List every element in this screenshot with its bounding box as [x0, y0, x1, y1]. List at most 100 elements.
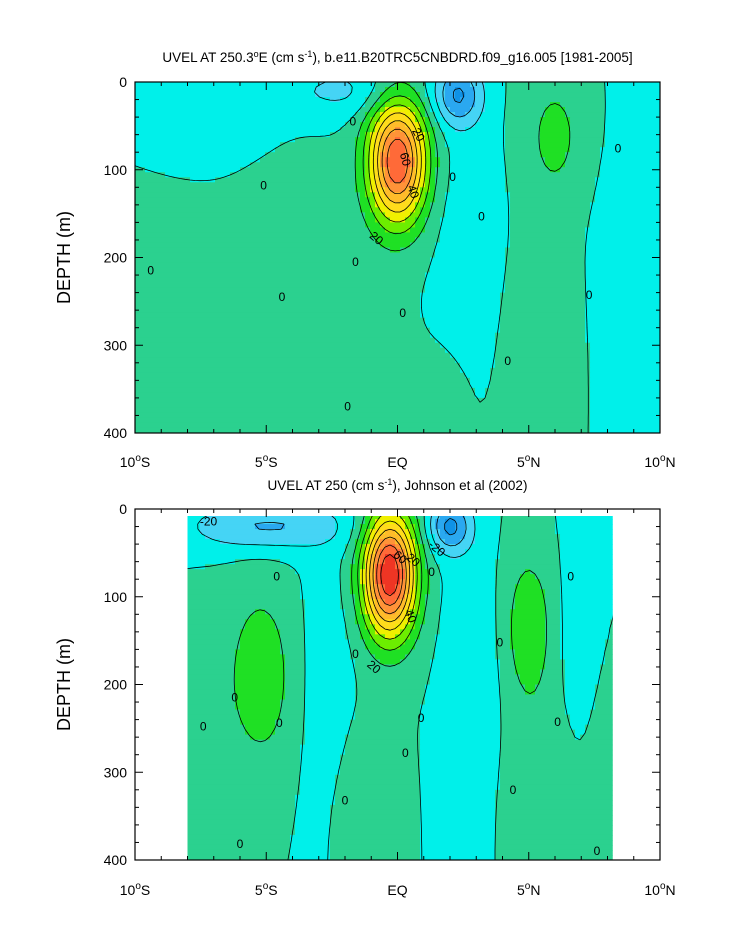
contour-cell [500, 122, 506, 128]
contour-cell [150, 207, 156, 213]
contour-cell [410, 308, 416, 314]
contour-cell [525, 122, 531, 128]
contour-cell [135, 172, 141, 178]
contour-cell [515, 102, 521, 108]
contour-cell [230, 137, 236, 143]
contour-cell [580, 137, 586, 143]
contour-cell [305, 92, 311, 98]
contour-cell [535, 152, 541, 158]
contour-cell [320, 207, 326, 213]
contour-cell [235, 137, 241, 143]
contour-cell [505, 252, 511, 258]
contour-cell [255, 202, 261, 208]
contour-cell [395, 142, 401, 148]
contour-cell [200, 157, 206, 163]
contour-cell [375, 268, 381, 274]
contour-cell [315, 293, 321, 299]
contour-cell [585, 187, 591, 193]
contour-cell [170, 247, 176, 253]
contour-cell [285, 288, 291, 294]
contour-cell [285, 162, 291, 168]
contour-cell [170, 303, 176, 309]
contour-cell [365, 258, 371, 264]
contour-cell [490, 162, 496, 168]
contour-cell [305, 117, 311, 123]
contour-cell [260, 132, 266, 138]
contour-cell [600, 303, 606, 309]
contour-cell [285, 167, 291, 173]
contour-cell [410, 263, 416, 269]
contour-cell [605, 308, 611, 314]
contour-cell [580, 227, 586, 233]
contour-cell [230, 217, 236, 223]
contour-cell [595, 197, 601, 203]
contour-cell [480, 232, 486, 238]
contour-cell [600, 313, 606, 319]
contour-cell [400, 298, 406, 304]
contour-cell [460, 207, 466, 213]
contour-cell [215, 298, 221, 304]
contour-cell [490, 202, 496, 208]
contour-cell [530, 182, 536, 188]
contour-cell [140, 172, 146, 178]
contour-cell [285, 217, 291, 223]
contour-cell [340, 207, 346, 213]
contour-cell [490, 137, 496, 143]
contour-cell [500, 97, 506, 103]
contour-cell [285, 263, 291, 269]
contour-cell [370, 152, 376, 158]
contour-cell [455, 192, 461, 198]
contour-cell [490, 107, 496, 113]
contour-cell [550, 263, 556, 269]
contour-cell [140, 273, 146, 279]
contour-cell [230, 127, 236, 133]
contour-cell [295, 192, 301, 198]
contour-cell [170, 167, 176, 173]
contour-cell [340, 102, 346, 108]
contour-cell [470, 117, 476, 123]
contour-cell [595, 237, 601, 243]
contour-cell [425, 258, 431, 264]
contour-cell [615, 308, 621, 314]
contour-cell [435, 298, 441, 304]
contour-cell [395, 172, 401, 178]
contour-cell [310, 273, 316, 279]
contour-cell [215, 117, 221, 123]
contour-cell [550, 232, 556, 238]
contour-cell [150, 308, 156, 314]
contour-cell [325, 303, 331, 309]
contour-cell [210, 212, 216, 218]
contour-cell [485, 122, 491, 128]
contour-cell [495, 212, 501, 218]
contour-cell [430, 237, 436, 243]
contour-cell [260, 202, 266, 208]
contour-cell [535, 107, 541, 113]
contour-cell [415, 268, 421, 274]
contour-cell [325, 293, 331, 299]
contour-cell [200, 182, 206, 188]
contour-cell [330, 232, 336, 238]
contour-cell [270, 212, 276, 218]
contour-cell [635, 137, 641, 143]
contour-cell [555, 192, 561, 198]
contour-cell [505, 107, 511, 113]
contour-cell [525, 132, 531, 138]
contour-cell [630, 303, 636, 309]
contour-cell [525, 117, 531, 123]
contour-cell [185, 308, 191, 314]
contour-cell [480, 283, 486, 289]
contour-cell [595, 247, 601, 253]
contour-cell [155, 92, 161, 98]
contour-cell [530, 273, 536, 279]
contour-cell [180, 142, 186, 148]
contour-cell [485, 247, 491, 253]
contour-cell [310, 212, 316, 218]
contour-cell [530, 177, 536, 183]
contour-cell [365, 167, 371, 173]
contour-cell [580, 132, 586, 138]
contour-cell [175, 147, 181, 153]
contour-cell [440, 303, 446, 309]
contour-cell [470, 288, 476, 294]
contour-cell [575, 162, 581, 168]
contour-cell [215, 263, 221, 269]
